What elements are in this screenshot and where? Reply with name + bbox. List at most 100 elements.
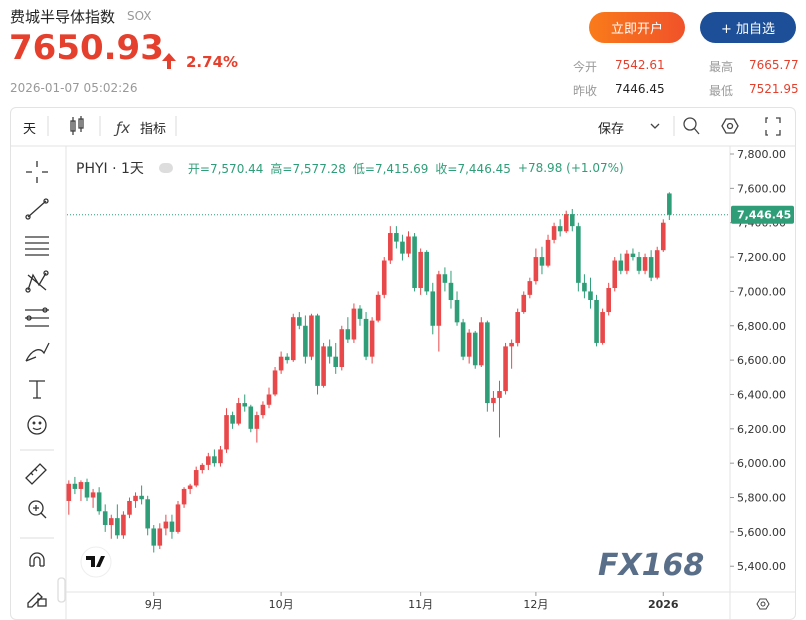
candle-body [309, 315, 314, 357]
tv-logo [80, 546, 112, 578]
candle-body [181, 488, 187, 505]
candle-body [266, 394, 272, 405]
collapse-toggle[interactable] [158, 163, 173, 173]
candle-body [503, 346, 508, 392]
candle-body [151, 528, 157, 546]
candle-body [187, 485, 193, 489]
add-watchlist-button[interactable]: + 加自选 [700, 12, 796, 43]
save-button[interactable]: 保存 [598, 122, 625, 137]
candle-body [206, 456, 211, 465]
legend-item: 低=7,415.69 [352, 161, 429, 176]
candle-body [654, 250, 660, 278]
candle-body [576, 226, 581, 283]
legend-item: +78.98 (+1.07%) [517, 161, 624, 175]
candle-body [169, 521, 175, 532]
candle-body [569, 214, 575, 227]
y-tick-label: 6,800.00 [737, 320, 786, 333]
candle-body [175, 504, 181, 532]
candle-body [478, 322, 484, 366]
candle-body [600, 312, 605, 343]
symbol: SOX [127, 9, 152, 23]
y-tick-label: 7,000.00 [737, 285, 786, 298]
candle-body [230, 415, 235, 424]
candle-body [624, 253, 630, 271]
candle-body [357, 308, 363, 319]
candle-body [96, 492, 102, 512]
candle-body [272, 370, 278, 395]
candle-body [497, 391, 502, 398]
candle-body [145, 499, 150, 529]
candle-body [430, 291, 436, 326]
legend-symbol: PHYI · 1天 [76, 161, 144, 177]
candle-body [290, 317, 296, 361]
candle-body [212, 456, 217, 464]
candle-body [345, 329, 351, 340]
candle-body [297, 317, 302, 326]
legend-item: 开=7,570.44 [187, 161, 264, 176]
candle-body [193, 470, 199, 486]
candle-body [327, 346, 332, 357]
x-tick-label: 11月 [408, 598, 433, 611]
indicators-button[interactable]: 指标 [140, 122, 167, 137]
price: 7650.93 [9, 28, 164, 68]
y-tick-label: 5,400.00 [737, 560, 786, 573]
candle-body [630, 253, 636, 258]
candle-body [588, 291, 593, 301]
candle-body [460, 322, 466, 357]
candle-body [618, 260, 624, 271]
y-tick-label: 7,200.00 [737, 251, 786, 264]
candle-body [612, 260, 618, 288]
candle-body [236, 403, 241, 424]
candle-body [388, 233, 393, 261]
svg-text:ƒx: ƒx [113, 119, 130, 137]
candle-body [563, 214, 569, 232]
stat-value: 7665.77 [749, 58, 799, 72]
candle-body [466, 332, 472, 357]
legend: PHYI · 1天 开=7,570.44 高=7,577.28 低=7,415.69… [76, 158, 624, 178]
settings-icon[interactable] [756, 598, 770, 610]
candle-body [363, 318, 369, 357]
candle-body [157, 528, 163, 546]
candle-body [78, 482, 84, 489]
interval-button[interactable]: 天 [23, 122, 37, 137]
candle-body [594, 300, 599, 343]
candle-body [533, 257, 539, 282]
watermark: FX168 [598, 548, 704, 583]
toolbar-icons: ƒx [47, 116, 781, 137]
y-tick-label: 5,600.00 [737, 526, 786, 539]
candle-body [521, 294, 527, 313]
stat-value: 7521.95 [749, 82, 799, 96]
candle-body [303, 325, 308, 357]
candle-body [218, 449, 223, 464]
candle-body [315, 315, 320, 386]
candle-body [454, 300, 460, 323]
x-tick-label: 2026 [648, 598, 679, 611]
timestamp: 2026-01-07 05:02:26 [10, 81, 138, 95]
candle-body [557, 226, 563, 232]
open-account-button[interactable]: 立即开户 [589, 12, 685, 43]
candle-body [284, 356, 290, 361]
candle-body [375, 294, 381, 321]
candle-body [509, 342, 514, 347]
candle-body [369, 320, 375, 357]
title: 费城半导体指数 [10, 8, 116, 26]
up-arrow [162, 53, 176, 69]
candle-body [90, 492, 96, 498]
y-tick-label: 6,200.00 [737, 423, 786, 436]
candle-body [66, 483, 72, 501]
candle-body [660, 222, 666, 251]
candle-body [248, 406, 254, 429]
candle-body [642, 257, 648, 271]
candle-body [381, 260, 387, 295]
candle-body [278, 356, 284, 371]
candle-body [436, 274, 442, 326]
y-tick-label: 7,800.00 [737, 148, 786, 161]
candle-body [606, 287, 611, 313]
candle-body [448, 282, 454, 301]
candle-body [339, 329, 345, 367]
candle-body [260, 404, 266, 416]
candle-body [418, 251, 423, 288]
stat-value: 7446.45 [615, 82, 665, 96]
stat-label: 今开 [573, 60, 598, 74]
